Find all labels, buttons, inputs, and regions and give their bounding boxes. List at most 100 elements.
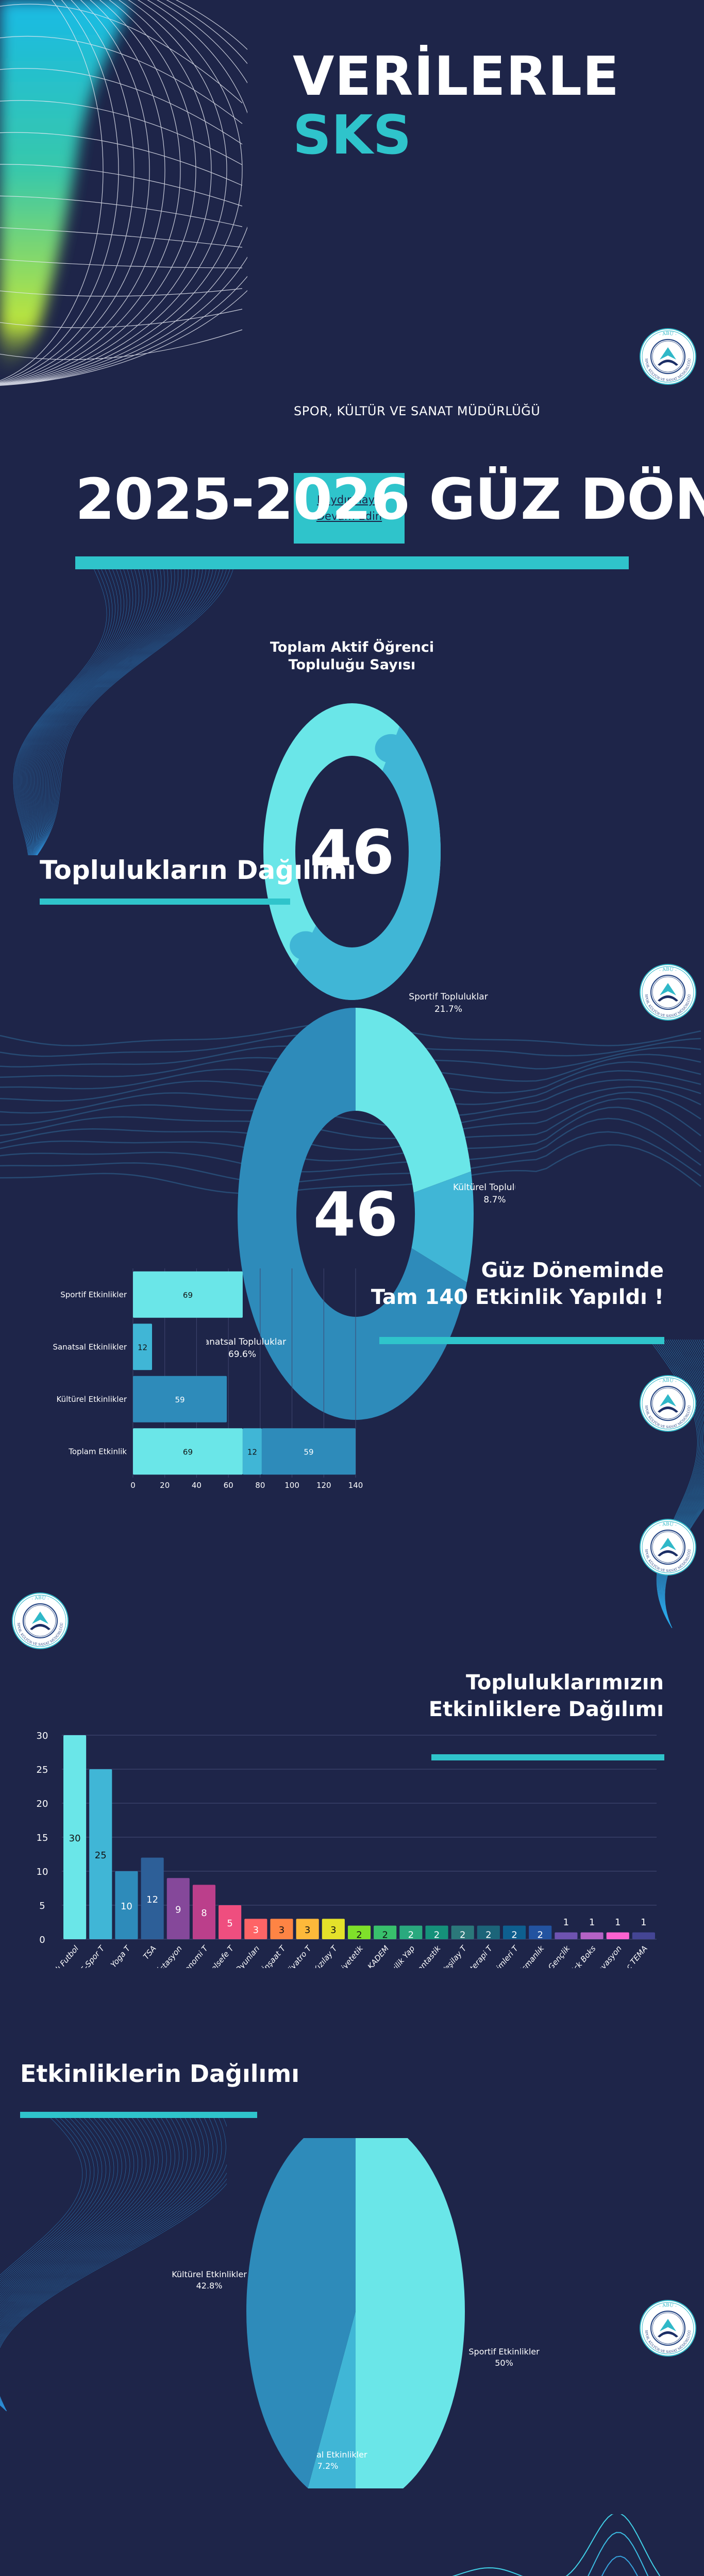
y-tick-label: 30 xyxy=(37,1731,48,1741)
bar-segment xyxy=(133,1428,243,1475)
bar-value-label: 1 xyxy=(589,1917,595,1928)
hero-globe-decoration xyxy=(0,0,247,386)
category-label: Tiyatro T xyxy=(284,1943,314,1968)
hero-title-accent: SKS xyxy=(293,104,412,166)
wave-lines-decoration-1 xyxy=(13,567,234,855)
bar-value-label: 1 xyxy=(563,1917,569,1928)
bar xyxy=(296,1919,319,1939)
bar xyxy=(632,1932,655,1939)
bar-value-label: 2 xyxy=(408,1930,414,1941)
y-tick-label: 0 xyxy=(39,1935,45,1945)
bar-value-label: 2 xyxy=(434,1930,440,1941)
event-totals-title-line2: Tam 140 Etkinlik Yapıldı ! xyxy=(371,1285,664,1309)
contour-lines-decoration xyxy=(0,1022,701,1194)
bar xyxy=(374,1925,397,1939)
slice-percent: 69.6% xyxy=(228,1349,256,1360)
bar-value-label: 2 xyxy=(511,1930,517,1941)
abu-logo-1: · ABÜ · SPOR, KÜLTÜR VE SANAT MÜDÜRLÜĞÜ xyxy=(639,328,697,385)
wave-lines-decoration-3 xyxy=(0,2112,227,2411)
abu-logo-3: · ABÜ · SPOR, KÜLTÜR VE SANAT MÜDÜRLÜĞÜ xyxy=(639,1375,697,1432)
x-tick-label: 120 xyxy=(316,1481,331,1490)
abu-logo-emblem-icon: · ABÜ ·SPOR, KÜLTÜR VE SANAT MÜDÜRLÜĞÜ xyxy=(640,964,696,1021)
svg-text:· ABÜ ·: · ABÜ · xyxy=(659,1521,677,1529)
pie-slice-3 xyxy=(246,2138,356,2488)
bar xyxy=(502,1925,526,1939)
donut-slice-1 xyxy=(356,1008,472,1193)
slice-label: Sportif Etkinlikler xyxy=(468,2347,540,2357)
category-label: Felsefe T xyxy=(206,1943,236,1968)
bar-value-label: 30 xyxy=(69,1833,81,1844)
community-distribution-donut: Sportif Topluluklar 21.7% Kültürel Toplulu… xyxy=(206,992,515,1420)
term-title-underline xyxy=(75,556,629,569)
bar-segment xyxy=(242,1428,262,1475)
x-tick-label: 100 xyxy=(284,1481,299,1490)
bar xyxy=(425,1925,448,1939)
bar-value-label: 10 xyxy=(121,1901,132,1912)
bar-value-label: 12 xyxy=(146,1894,158,1905)
bar xyxy=(244,1919,267,1939)
community-distribution-underline xyxy=(40,899,290,905)
bar-segment xyxy=(261,1428,356,1475)
bar xyxy=(322,1919,345,1939)
community-count-value: 46 xyxy=(310,817,394,888)
bar-value-label: 2 xyxy=(356,1930,362,1941)
bar xyxy=(166,1878,190,1939)
bar xyxy=(192,1885,216,1939)
x-tick-label: 140 xyxy=(348,1481,363,1490)
slice-label: Kültürel Topluluklar xyxy=(453,1182,515,1193)
svg-text:· ABÜ ·: · ABÜ · xyxy=(659,2302,677,2310)
bar xyxy=(270,1919,293,1939)
category-label: İstasyon xyxy=(156,1943,184,1968)
bar-value-label: 3 xyxy=(305,1925,310,1936)
donut-slice xyxy=(295,726,441,1000)
event-distribution-underline xyxy=(20,2112,257,2118)
slice-label: Sportif Topluluklar xyxy=(409,992,488,1002)
bar xyxy=(580,1932,604,1939)
bar xyxy=(141,1857,164,1939)
bar-value-label: 12 xyxy=(138,1343,147,1352)
y-tick-label: 15 xyxy=(37,1833,48,1843)
bar xyxy=(399,1925,423,1939)
bar-segment xyxy=(133,1376,227,1422)
pie-slice-2 xyxy=(308,2311,356,2488)
community-events-title: Topluluklarımızın Etkinliklere Dağılımı xyxy=(429,1669,664,1723)
x-tick-label: 40 xyxy=(192,1481,202,1490)
bar-value-label: 25 xyxy=(95,1850,107,1861)
x-tick-label: 0 xyxy=(130,1481,136,1490)
category-label: Toplam Etkinlik xyxy=(68,1447,127,1456)
donut-center-value: 46 xyxy=(313,1179,398,1250)
y-tick-label: 10 xyxy=(37,1867,48,1877)
donut-slice-cap xyxy=(290,931,322,960)
bar-value-label: 3 xyxy=(279,1925,284,1936)
bar-value-label: 2 xyxy=(460,1930,465,1941)
bar xyxy=(529,1925,552,1939)
hero-subtitle: SPOR, KÜLTÜR VE SANAT MÜDÜRLÜĞÜ xyxy=(294,404,541,418)
bar-value-label: 3 xyxy=(253,1925,259,1936)
event-totals-title-line1: Güz Döneminde xyxy=(481,1259,664,1282)
donut-slice-2 xyxy=(411,1171,474,1283)
y-tick-label: 25 xyxy=(37,1765,48,1775)
community-distribution-title: Toplulukların Dağılımı xyxy=(40,855,356,885)
abu-logo-2: · ABÜ · SPOR, KÜLTÜR VE SANAT MÜDÜRLÜĞÜ xyxy=(639,963,697,1021)
bar-value-label: 1 xyxy=(615,1917,621,1928)
bar-value-label: 9 xyxy=(175,1905,181,1916)
scroll-continue-button[interactable]: Kaydırmaya Devam Edin xyxy=(294,473,405,544)
bar-segment xyxy=(133,1324,153,1370)
slice-percent: 7.2% xyxy=(317,2461,339,2471)
hero-title: VERİLERLE xyxy=(293,45,620,108)
bar-value-label: 1 xyxy=(641,1917,646,1928)
community-events-chart: 05101520253030Korumalı Futbol25E-Spor T1… xyxy=(35,1731,657,1968)
community-events-title-line1: Topluluklarımızın xyxy=(465,1671,664,1694)
abu-logo-5: · ABÜ · SPOR, KÜLTÜR VE SANAT MÜDÜRLÜĞÜ xyxy=(11,1592,69,1650)
abu-logo-emblem-icon: · ABÜ ·SPOR, KÜLTÜR VE SANAT MÜDÜRLÜĞÜ xyxy=(640,1519,696,1575)
x-tick-label: 80 xyxy=(255,1481,265,1490)
bar-value-label: 12 xyxy=(247,1447,257,1456)
mountain-lines-decoration xyxy=(452,2514,661,2576)
bar xyxy=(477,1925,500,1939)
abu-logo-emblem-icon: · ABÜ ·SPOR, KÜLTÜR VE SANAT MÜDÜRLÜĞÜ xyxy=(640,2300,696,2357)
abu-logo-emblem-icon: · ABÜ ·SPOR, KÜLTÜR VE SANAT MÜDÜRLÜĞÜ xyxy=(640,1375,696,1432)
category-label: İnşaat T xyxy=(260,1943,288,1968)
bar xyxy=(606,1932,629,1939)
bar xyxy=(115,1871,138,1939)
donut-slice-3 xyxy=(238,1008,467,1420)
